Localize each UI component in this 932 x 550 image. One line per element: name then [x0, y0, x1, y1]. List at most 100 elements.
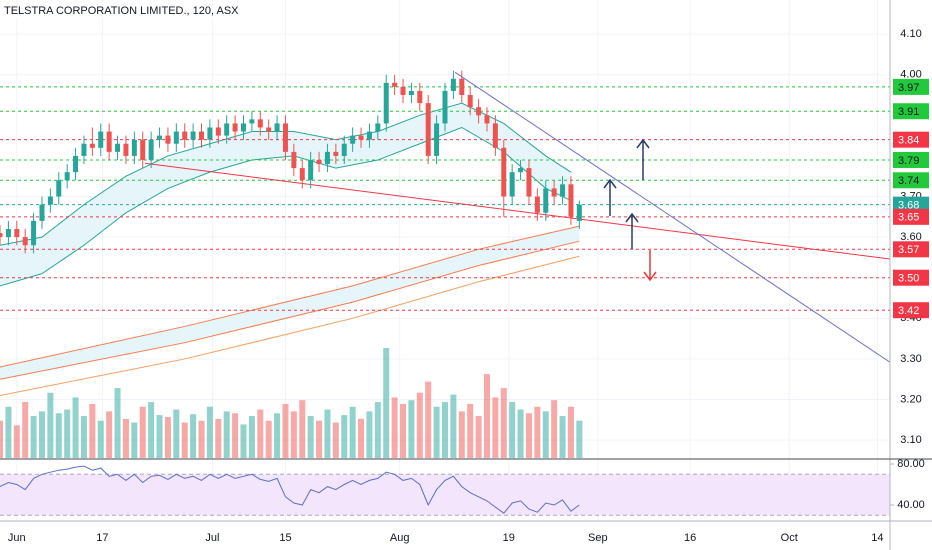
level-label: 3.97: [898, 82, 919, 94]
x-tick-label: 16: [684, 532, 696, 544]
arrow-up: [603, 178, 617, 216]
candle-body: [173, 131, 179, 144]
candle-body: [484, 115, 490, 124]
volume-bar: [114, 388, 121, 458]
band-line: [0, 240, 580, 380]
volume-bar: [148, 402, 155, 458]
volume-bar: [525, 413, 532, 458]
candle-body: [56, 180, 62, 197]
volume-bar: [442, 402, 448, 458]
candle-body: [375, 123, 381, 132]
volume-bar: [290, 411, 297, 458]
level-badge: [893, 172, 929, 189]
volume-bar: [509, 402, 516, 458]
level-label: 3.50: [898, 273, 919, 285]
x-tick-label: 15: [279, 532, 291, 544]
volume-bar: [567, 406, 574, 458]
volume-bar: [164, 416, 171, 458]
x-tick-label: Jun: [8, 532, 26, 544]
candle-body: [366, 131, 372, 140]
volume-bar: [282, 403, 289, 458]
volume-bar: [534, 406, 541, 458]
volume-bar: [483, 374, 490, 458]
candle-body: [534, 196, 540, 213]
mark-layer: [0, 70, 891, 514]
band-line: [0, 255, 580, 396]
volume-bar: [5, 406, 12, 458]
volume-bar: [374, 402, 381, 458]
candle-body: [106, 131, 112, 152]
candle-body: [123, 143, 129, 156]
candle-body: [64, 172, 70, 181]
candle-body: [543, 188, 549, 213]
candle-body: [182, 131, 188, 140]
candle-body: [39, 204, 45, 221]
volume-bar: [190, 414, 197, 458]
y-tick-label: 3.10: [900, 434, 921, 446]
y-tick-label: 3.20: [900, 393, 921, 405]
candle-body: [425, 103, 431, 156]
candle-body: [31, 220, 37, 246]
candle-body: [249, 119, 255, 124]
candle-body: [115, 143, 121, 152]
volume-bar: [240, 424, 247, 458]
candle-body: [501, 147, 507, 197]
level-badge: [893, 269, 929, 286]
volume-bar: [324, 409, 331, 458]
candle-body: [0, 233, 3, 238]
candle-body: [400, 86, 406, 96]
volume-bar: [248, 416, 255, 458]
candle-body: [5, 229, 11, 238]
volume-bar: [467, 403, 474, 458]
candle-body: [14, 229, 20, 238]
band-fill: [0, 226, 580, 380]
candle-body: [341, 143, 347, 156]
volume-bar: [0, 420, 3, 458]
candle-body: [98, 131, 104, 148]
level-label: 3.68: [898, 200, 919, 212]
candle-body: [47, 196, 53, 205]
level-badge: [893, 103, 929, 120]
volume-bar: [383, 348, 390, 458]
candle-body: [358, 135, 364, 140]
level-badge: [893, 131, 929, 148]
arrow-down: [643, 250, 657, 282]
x-tick-label: Oct: [781, 532, 798, 544]
arrows: [603, 138, 657, 282]
volume-bar: [80, 416, 87, 458]
candle-body: [576, 204, 582, 221]
volume-bar: [55, 413, 62, 458]
volume-bar: [559, 416, 566, 458]
candle-body: [282, 123, 288, 152]
volume-bar: [139, 406, 146, 458]
level-badge: [893, 78, 929, 95]
level-badge: [893, 302, 929, 319]
volume-bar: [307, 416, 314, 458]
candle-body: [442, 90, 448, 124]
candle-body: [383, 82, 389, 124]
volume-bar: [458, 411, 465, 458]
candle-body: [316, 159, 322, 165]
trend-line: [144, 162, 891, 260]
candle-body: [232, 123, 238, 132]
volume-bar: [408, 400, 415, 458]
chart-title: TELSTRA CORPORATION LIMITED., 120, ASX: [4, 5, 239, 17]
volume-bar: [106, 411, 113, 458]
volume-bar: [400, 403, 407, 458]
volume-bar: [47, 392, 54, 458]
y-tick-label: 4.00: [900, 69, 921, 81]
level-badge: [893, 151, 929, 168]
candle-body: [459, 78, 465, 96]
level-label: 3.57: [898, 244, 919, 256]
x-tick-label: Sep: [588, 532, 608, 544]
volume-bar: [265, 420, 272, 458]
level-label: 3.91: [898, 106, 919, 118]
volume-bar: [72, 397, 79, 458]
volume-bar: [131, 422, 138, 458]
volume-bar: [38, 411, 45, 458]
candle-body: [392, 82, 398, 87]
candle-body: [417, 90, 423, 104]
candle-body: [274, 123, 280, 132]
x-tick-label: 19: [503, 532, 515, 544]
